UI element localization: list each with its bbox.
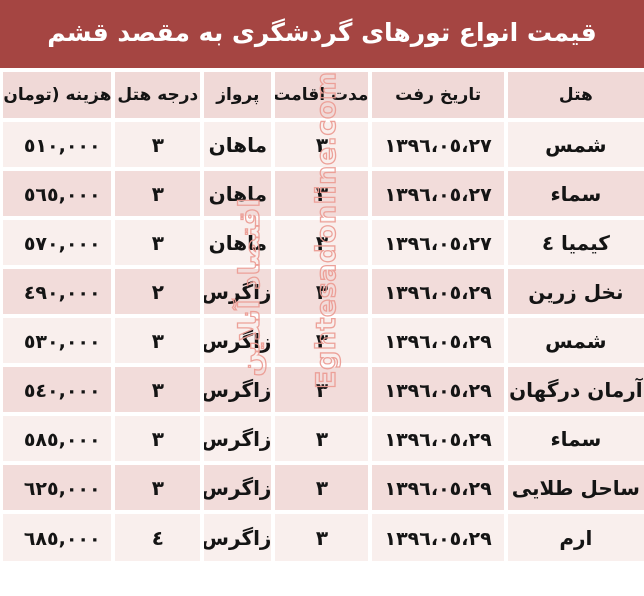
cell-hotel: ارم <box>503 510 644 563</box>
cell-flight: ماهان <box>200 167 276 220</box>
cell-date: ١٣٩٦،٠٥،٢٧ <box>368 216 508 269</box>
table-row: ارم ١٣٩٦،٠٥،٢٩ ٣ زاگرس ٤ ٦٨٥,٠٠٠ <box>0 510 644 563</box>
cell-duration: ٣ <box>271 461 373 514</box>
cell-duration: ٣ <box>271 412 373 465</box>
cell-date: ١٣٩٦،٠٥،٢٩ <box>368 461 508 514</box>
col-header-hotel: هتل <box>503 70 644 122</box>
tours-table: هتل تاریخ رفت مدت اقامت پرواز درجه هتل ه… <box>0 70 644 563</box>
table-row: سماء ١٣٩٦،٠٥،٢٩ ٣ زاگرس ٣ ٥٨٥,٠٠٠ <box>0 412 644 465</box>
cell-date: ١٣٩٦،٠٥،٢٩ <box>368 265 508 318</box>
cell-price: ٦٨٥,٠٠٠ <box>0 510 116 563</box>
cell-grade: ٣ <box>111 363 205 416</box>
table-row: آرمان درگهان ١٣٩٦،٠٥،٢٩ ٣ زاگرس ٣ ٥٤٠,٠٠… <box>0 363 644 416</box>
cell-price: ٥٧٠,٠٠٠ <box>0 216 116 269</box>
cell-hotel: نخل زرین <box>503 265 644 318</box>
cell-duration: ٣ <box>271 118 373 171</box>
cell-grade: ٣ <box>111 412 205 465</box>
page-title: قیمت انواع تورهای گردشگری به مقصد قشم <box>47 17 597 47</box>
table-row: سماء ١٣٩٦،٠٥،٢٧ ٣ ماهان ٣ ٥٦٥,٠٠٠ <box>0 167 644 220</box>
table-body: شمس ١٣٩٦،٠٥،٢٧ ٣ ماهان ٣ ٥١٠,٠٠٠ سماء ١٣… <box>0 118 644 563</box>
cell-hotel: ساحل طلایی <box>503 461 644 514</box>
col-header-date: تاریخ رفت <box>368 70 508 122</box>
cell-flight: زاگرس <box>200 265 276 318</box>
col-header-flight: پرواز <box>200 70 276 122</box>
cell-date: ١٣٩٦،٠٥،٢٧ <box>368 167 508 220</box>
table-row: شمس ١٣٩٦،٠٥،٢٩ ٣ زاگرس ٣ ٥٣٠,٠٠٠ <box>0 314 644 367</box>
cell-flight: زاگرس <box>200 412 276 465</box>
cell-duration: ٣ <box>271 314 373 367</box>
cell-flight: ماهان <box>200 118 276 171</box>
cell-price: ٥٦٥,٠٠٠ <box>0 167 116 220</box>
cell-price: ٦٢٥,٠٠٠ <box>0 461 116 514</box>
cell-flight: زاگرس <box>200 510 276 563</box>
cell-grade: ٣ <box>111 461 205 514</box>
cell-grade: ٢ <box>111 265 205 318</box>
cell-grade: ٣ <box>111 216 205 269</box>
cell-flight: زاگرس <box>200 461 276 514</box>
cell-date: ١٣٩٦،٠٥،٢٧ <box>368 118 508 171</box>
col-header-grade: درجه هتل <box>111 70 205 122</box>
table-row: نخل زرین ١٣٩٦،٠٥،٢٩ ٣ زاگرس ٢ ٤٩٠,٠٠٠ <box>0 265 644 318</box>
cell-hotel: سماء <box>503 167 644 220</box>
cell-date: ١٣٩٦،٠٥،٢٩ <box>368 314 508 367</box>
cell-date: ١٣٩٦،٠٥،٢٩ <box>368 510 508 563</box>
table-row: کیمیا ٤ ١٣٩٦،٠٥،٢٧ ٣ ماهان ٣ ٥٧٠,٠٠٠ <box>0 216 644 269</box>
title-bar: قیمت انواع تورهای گردشگری به مقصد قشم <box>0 0 644 68</box>
cell-price: ٥٣٠,٠٠٠ <box>0 314 116 367</box>
cell-flight: زاگرس <box>200 314 276 367</box>
cell-duration: ٣ <box>271 363 373 416</box>
col-header-duration: مدت اقامت <box>271 70 373 122</box>
cell-duration: ٣ <box>271 510 373 563</box>
cell-price: ٥٤٠,٠٠٠ <box>0 363 116 416</box>
cell-date: ١٣٩٦،٠٥،٢٩ <box>368 363 508 416</box>
table-row: ساحل طلایی ١٣٩٦،٠٥،٢٩ ٣ زاگرس ٣ ٦٢٥,٠٠٠ <box>0 461 644 514</box>
cell-duration: ٣ <box>271 167 373 220</box>
cell-price: ٤٩٠,٠٠٠ <box>0 265 116 318</box>
cell-flight: ماهان <box>200 216 276 269</box>
cell-grade: ٣ <box>111 167 205 220</box>
cell-price: ٥١٠,٠٠٠ <box>0 118 116 171</box>
header-row: هتل تاریخ رفت مدت اقامت پرواز درجه هتل ه… <box>0 70 644 122</box>
table-header: هتل تاریخ رفت مدت اقامت پرواز درجه هتل ه… <box>0 70 644 122</box>
cell-flight: زاگرس <box>200 363 276 416</box>
cell-grade: ٣ <box>111 314 205 367</box>
cell-hotel: آرمان درگهان <box>503 363 644 416</box>
cell-grade: ٣ <box>111 118 205 171</box>
cell-hotel: کیمیا ٤ <box>503 216 644 269</box>
table-row: شمس ١٣٩٦،٠٥،٢٧ ٣ ماهان ٣ ٥١٠,٠٠٠ <box>0 118 644 171</box>
cell-duration: ٣ <box>271 265 373 318</box>
cell-duration: ٣ <box>271 216 373 269</box>
cell-hotel: شمس <box>503 118 644 171</box>
cell-hotel: سماء <box>503 412 644 465</box>
cell-price: ٥٨٥,٠٠٠ <box>0 412 116 465</box>
cell-grade: ٤ <box>111 510 205 563</box>
cell-hotel: شمس <box>503 314 644 367</box>
cell-date: ١٣٩٦،٠٥،٢٩ <box>368 412 508 465</box>
col-header-cost: هزینه (تومان) <box>0 70 116 122</box>
